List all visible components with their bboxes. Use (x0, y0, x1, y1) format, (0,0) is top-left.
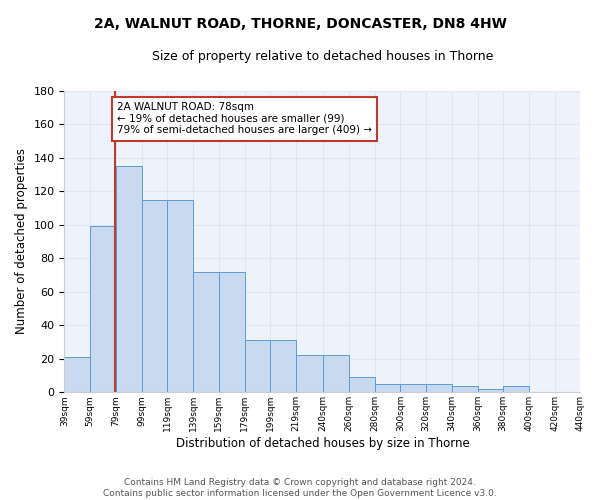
Bar (400, 384, 426, 392)
Bar (374, 384, 400, 392)
Bar (116, 166, 142, 392)
Bar (142, 200, 167, 392)
Bar (245, 340, 271, 392)
Y-axis label: Number of detached properties: Number of detached properties (15, 148, 28, 334)
Bar (219, 272, 245, 392)
X-axis label: Distribution of detached houses by size in Thorne: Distribution of detached houses by size … (176, 437, 469, 450)
Bar (349, 377, 374, 392)
Bar (167, 200, 193, 392)
Text: 2A WALNUT ROAD: 78sqm
← 19% of detached houses are smaller (99)
79% of semi-deta: 2A WALNUT ROAD: 78sqm ← 19% of detached … (117, 102, 372, 136)
Bar (296, 356, 323, 393)
Bar (323, 356, 349, 393)
Bar (90, 226, 116, 392)
Bar (193, 272, 219, 392)
Bar (271, 340, 296, 392)
Bar (64, 357, 90, 392)
Bar (426, 384, 452, 392)
Bar (503, 386, 529, 392)
Text: 2A, WALNUT ROAD, THORNE, DONCASTER, DN8 4HW: 2A, WALNUT ROAD, THORNE, DONCASTER, DN8 … (94, 18, 506, 32)
Bar (478, 389, 503, 392)
Title: Size of property relative to detached houses in Thorne: Size of property relative to detached ho… (152, 50, 493, 63)
Text: Contains HM Land Registry data © Crown copyright and database right 2024.
Contai: Contains HM Land Registry data © Crown c… (103, 478, 497, 498)
Bar (452, 386, 478, 392)
